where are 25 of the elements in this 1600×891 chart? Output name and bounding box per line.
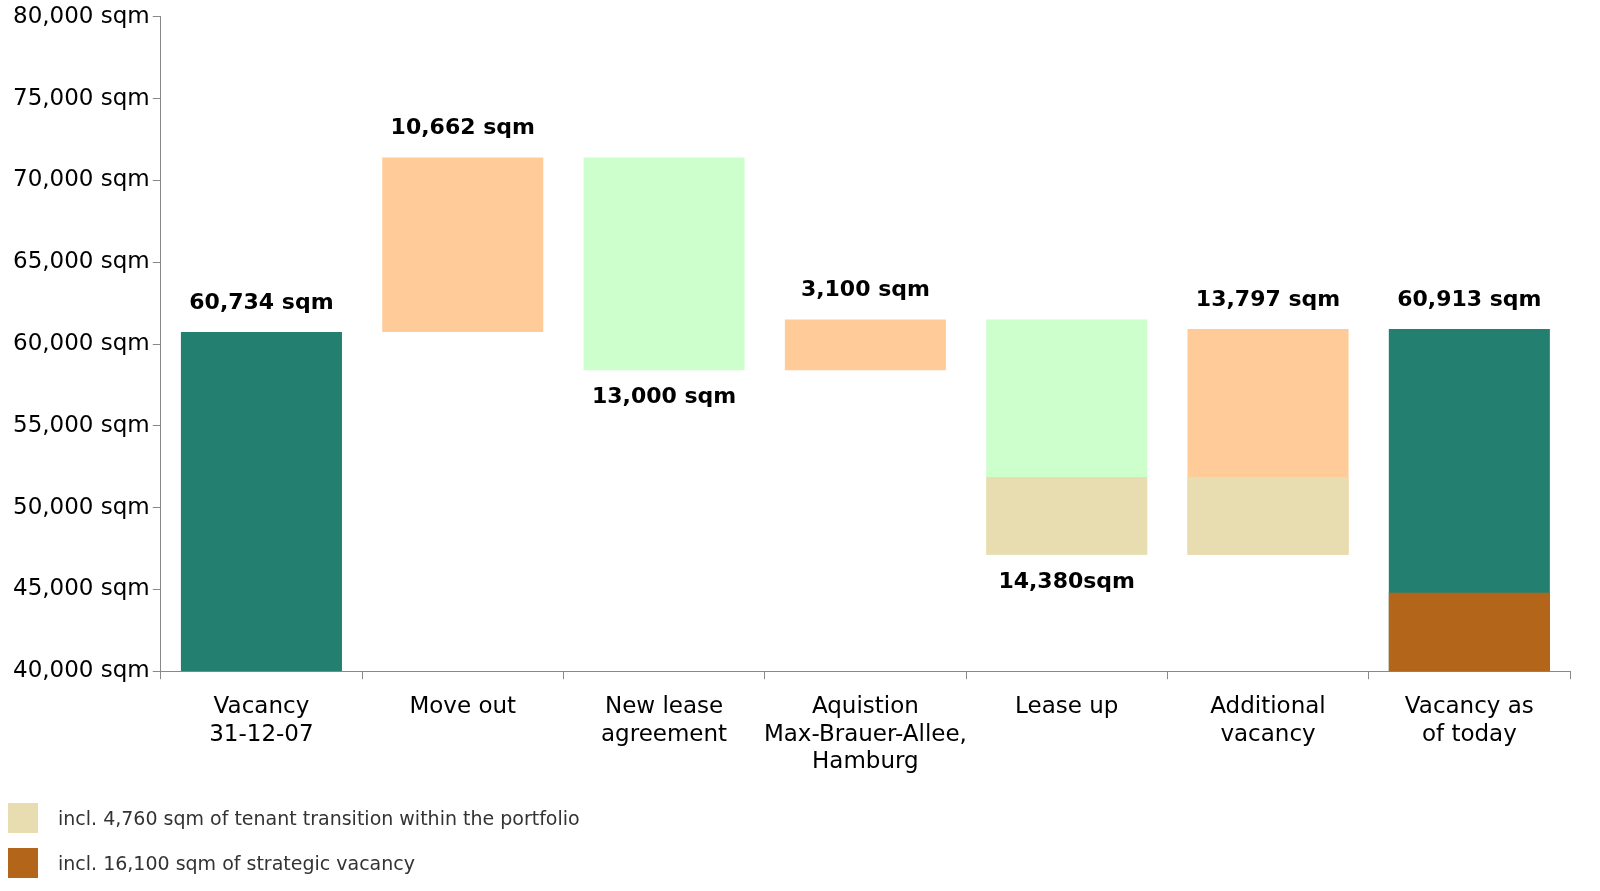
data-label: 60,913 sqm	[1397, 285, 1542, 311]
y-tick-label: 60,000 sqm	[12, 328, 150, 355]
x-tick-label: Lease up	[1015, 691, 1119, 718]
x-tick-label: Vacancy 31-12-07	[209, 691, 314, 746]
y-tick-label: 70,000 sqm	[12, 165, 150, 192]
x-tick-label: Vacancy as of today	[1404, 691, 1534, 746]
data-label: 13,000 sqm	[591, 382, 737, 408]
y-tick-label: 80,000 sqm	[12, 1, 150, 28]
legend-label: incl. 4,760 sqm of tenant transition within the portfolio	[58, 806, 580, 829]
data-label: 3,100 sqm	[800, 276, 930, 302]
legend-label: incl. 16,100 sqm of strategic vacancy	[58, 851, 415, 874]
x-tick-label: Additional vacancy	[1210, 691, 1326, 746]
y-tick-label: 40,000 sqm	[12, 656, 150, 683]
y-tick-label: 45,000 sqm	[12, 574, 150, 601]
x-tick-label: Aquistion Max-Brauer-Allee, Hamburg	[763, 691, 967, 774]
x-tick-label: New lease agreement	[601, 691, 728, 746]
y-tick-label: 65,000 sqm	[12, 247, 150, 274]
x-tick-label: Move out	[409, 691, 517, 718]
y-tick-label: 55,000 sqm	[12, 410, 150, 437]
data-label: 10,662 sqm	[390, 114, 535, 140]
data-label: 13,797 sqm	[1195, 285, 1341, 311]
data-label: 14,380sqm	[998, 567, 1136, 593]
y-tick-label: 50,000 sqm	[12, 492, 150, 519]
y-tick-label: 75,000 sqm	[12, 83, 150, 110]
data-label: 60,734 sqm	[189, 288, 334, 314]
